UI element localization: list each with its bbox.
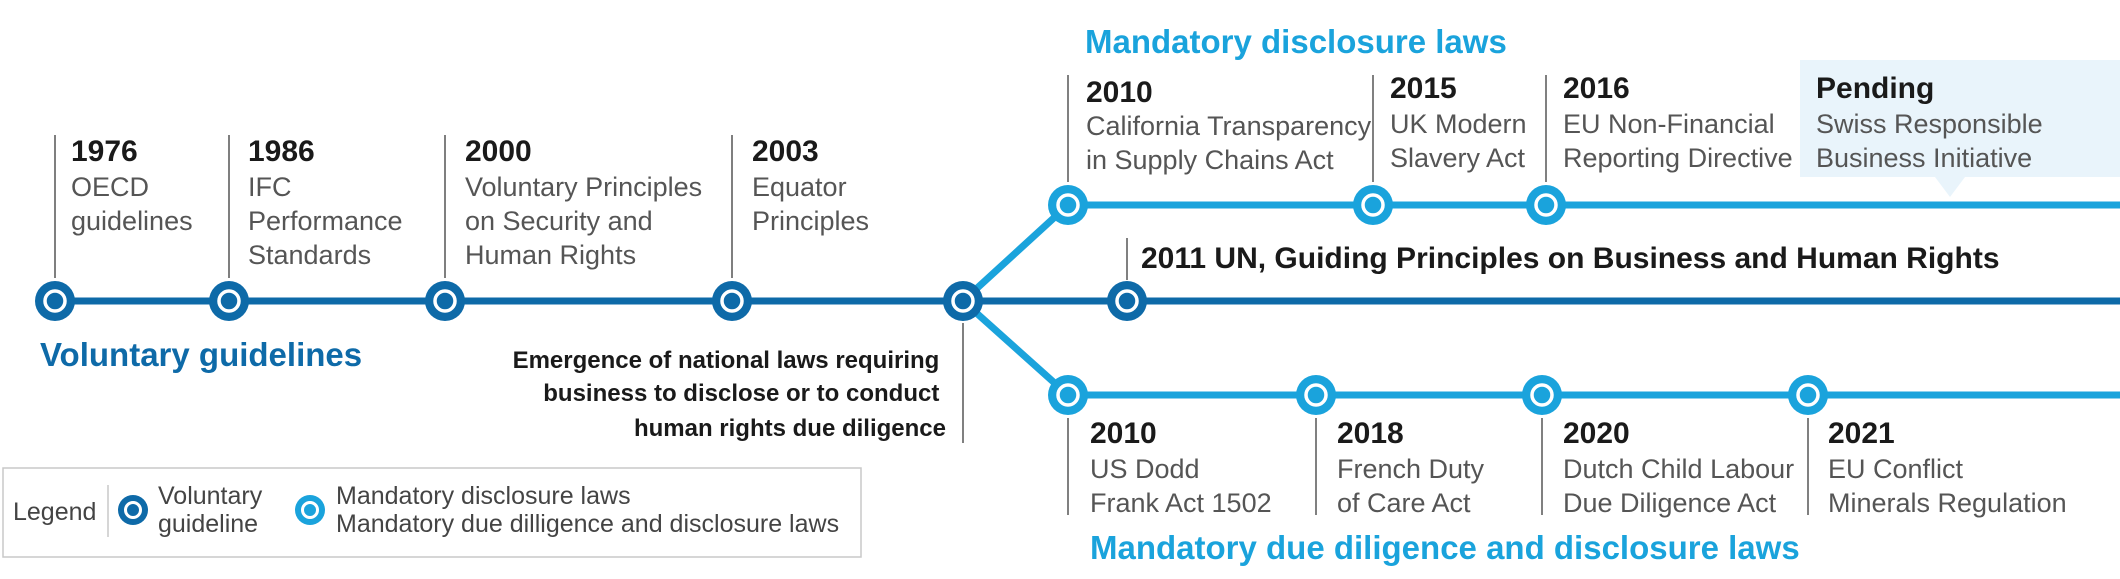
node-due-diligence-2020 — [1522, 375, 1562, 415]
emergence-note-line-1: Emergence of national laws requiring — [513, 347, 940, 374]
legend: Legend Voluntary guideline Mandatory dis… — [2, 467, 862, 558]
event-year: 2000 — [465, 135, 532, 168]
event-year: 1976 — [71, 135, 138, 168]
disclosure-event-2016: 2016 EU Non-Financial Reporting Directiv… — [1563, 72, 1793, 173]
event-description: OECD guidelines — [71, 172, 193, 236]
event-year: Pending — [1816, 72, 1934, 105]
pending-highlight — [1800, 60, 2120, 197]
due-diligence-event-2021: 2021 EU Conflict Minerals Regulation — [1828, 417, 2067, 518]
event-year: 2021 — [1828, 417, 1895, 450]
voluntary-event-2000: 2000 Voluntary Principles on Security an… — [465, 135, 710, 270]
node-disclosure-2015 — [1353, 185, 1393, 225]
timeline-lines — [55, 201, 2120, 399]
emergence-note-line-2: business to disclose or to conduct — [543, 380, 939, 407]
due-diligence-event-2020: 2020 Dutch Child Labour Due Diligence Ac… — [1563, 417, 1802, 518]
due-diligence-branch-line — [960, 298, 1071, 398]
node-due-diligence-2018 — [1296, 375, 1336, 415]
event-description: US Dodd Frank Act 1502 — [1090, 454, 1272, 518]
node-disclosure-2010 — [1048, 185, 1088, 225]
node-voluntary-2003 — [712, 281, 752, 321]
emergence-note: Emergence of national laws requiring bus… — [513, 347, 946, 442]
event-description: EU Conflict Minerals Regulation — [1828, 454, 2067, 518]
event-year: 2015 — [1390, 72, 1457, 105]
emergence-note-line-3: human rights due diligence — [634, 415, 946, 442]
event-year: 2010 — [1090, 417, 1157, 450]
event-year: 2003 — [752, 135, 819, 168]
voluntary-event-1976: 1976 OECD guidelines — [71, 135, 193, 236]
disclosure-event-2010: 2010 California Transparency in Supply C… — [1086, 76, 1379, 175]
un-principles-label: 2011 UN, Guiding Principles on Business … — [1141, 242, 2000, 275]
timeline-stems — [54, 75, 1809, 515]
node-voluntary-1976 — [35, 281, 75, 321]
event-year: 1986 — [248, 135, 315, 168]
voluntary-section-title: Voluntary guidelines — [40, 336, 362, 373]
node-voluntary-2000 — [425, 281, 465, 321]
disclosure-event-pending: Pending Swiss Responsible Business Initi… — [1816, 72, 2050, 173]
event-year: 2016 — [1563, 72, 1630, 105]
due-diligence-section-title: Mandatory due diligence and disclosure l… — [1090, 529, 1800, 566]
event-description: IFC Performance Standards — [248, 172, 410, 270]
event-year: 2018 — [1337, 417, 1404, 450]
event-description: UK Modern Slavery Act — [1390, 109, 1534, 173]
node-un-principles — [1107, 281, 1147, 321]
node-branch-point — [943, 281, 983, 321]
event-description: Swiss Responsible Business Initiative — [1816, 109, 2050, 173]
event-description: Voluntary Principles on Security and Hum… — [465, 172, 710, 270]
event-year: 2010 — [1086, 76, 1153, 109]
disclosure-branch-line — [960, 202, 1071, 304]
voluntary-event-2003: 2003 Equator Principles — [752, 135, 869, 236]
disclosure-event-2015: 2015 UK Modern Slavery Act — [1390, 72, 1534, 173]
legend-voluntary-label: Voluntary guideline — [158, 482, 269, 538]
voluntary-event-1986: 1986 IFC Performance Standards — [248, 135, 410, 270]
legend-mandatory-marker — [295, 495, 325, 525]
legend-mandatory-label: Mandatory disclosure laws Mandatory due … — [336, 482, 839, 538]
node-voluntary-1986 — [209, 281, 249, 321]
event-description: EU Non-Financial Reporting Directive — [1563, 109, 1793, 173]
node-disclosure-2016 — [1526, 185, 1566, 225]
event-description: California Transparency in Supply Chains… — [1086, 111, 1379, 175]
legend-title: Legend — [13, 498, 96, 526]
timeline-nodes — [35, 185, 1828, 415]
node-due-diligence-2021 — [1788, 375, 1828, 415]
due-diligence-event-2018: 2018 French Duty of Care Act — [1337, 417, 1492, 518]
node-due-diligence-2010 — [1048, 375, 1088, 415]
event-description: Equator Principles — [752, 172, 869, 236]
event-description: Dutch Child Labour Due Diligence Act — [1563, 454, 1802, 518]
event-description: French Duty of Care Act — [1337, 454, 1492, 518]
disclosure-section-title: Mandatory disclosure laws — [1085, 23, 1507, 60]
pending-highlight-box — [1800, 60, 2120, 177]
legend-voluntary-marker — [118, 495, 148, 525]
event-year: 2020 — [1563, 417, 1630, 450]
due-diligence-event-2010: 2010 US Dodd Frank Act 1502 — [1090, 417, 1272, 518]
pending-highlight-pointer — [1935, 177, 1965, 197]
